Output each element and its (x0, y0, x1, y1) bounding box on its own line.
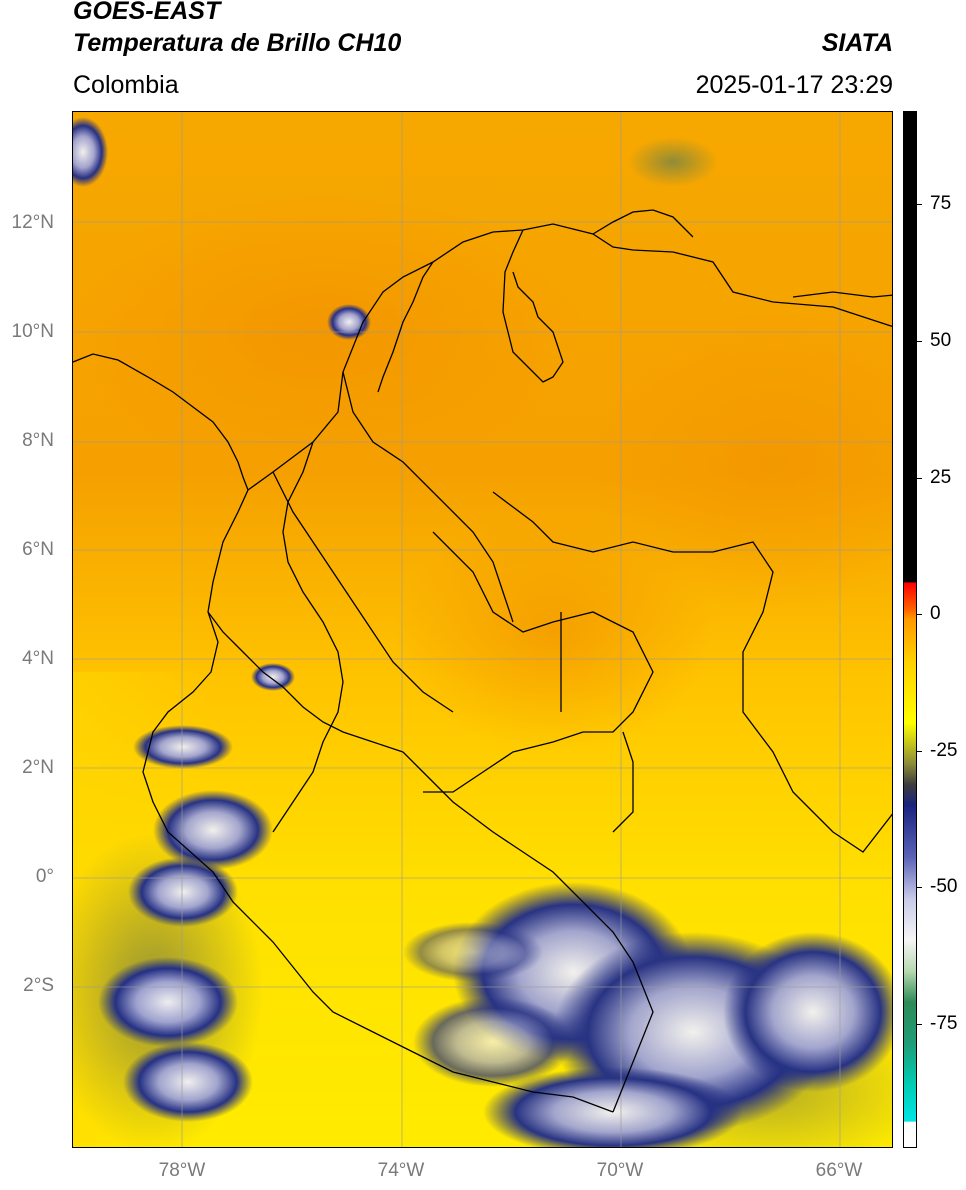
lon-label-74w: 74°W (377, 1160, 425, 1181)
colorbar-label-neg25: -25 (930, 740, 958, 761)
lat-label-2s: 2°S (23, 975, 54, 996)
lon-label-78w: 78°W (158, 1160, 206, 1181)
satellite-map[interactable] (72, 111, 893, 1148)
colorbar-label-50: 50 (930, 330, 952, 351)
lat-label-2n: 2°N (22, 757, 54, 778)
colorbar-tick (917, 1024, 922, 1025)
lat-label-8n: 8°N (22, 430, 54, 451)
colorbar-tick (917, 887, 922, 888)
colorbar-label-25: 25 (930, 467, 952, 488)
gridlines (73, 112, 892, 1147)
colorbar-tick (917, 341, 922, 342)
colorbar-tick (917, 614, 922, 615)
brightness-temperature-image (73, 112, 892, 1147)
product-title: Temperatura de Brillo CH10 (73, 29, 402, 57)
lat-label-0: 0° (35, 866, 54, 887)
temperature-colorbar (903, 111, 917, 1148)
lat-label-4n: 4°N (22, 648, 54, 669)
colorbar-label-neg75: -75 (930, 1013, 958, 1034)
colorbar-tick (917, 204, 922, 205)
colorbar-tick (917, 478, 922, 479)
colorbar-label-neg50: -50 (930, 876, 958, 897)
timestamp-label: 2025-01-17 23:29 (695, 71, 893, 99)
lat-label-10n: 10°N (11, 321, 54, 342)
lat-label-6n: 6°N (22, 539, 54, 560)
satellite-title: GOES-EAST (73, 0, 221, 25)
region-label: Colombia (73, 71, 179, 99)
org-label: SIATA (821, 29, 893, 57)
colorbar-label-75: 75 (930, 193, 952, 214)
lon-label-70w: 70°W (596, 1160, 644, 1181)
cloud-masses (73, 117, 892, 1147)
borders (73, 209, 892, 1113)
colorbar-tick (917, 751, 922, 752)
lat-label-12n: 12°N (11, 212, 54, 233)
lon-label-66w: 66°W (815, 1160, 863, 1181)
colorbar-label-0: 0 (930, 603, 941, 624)
